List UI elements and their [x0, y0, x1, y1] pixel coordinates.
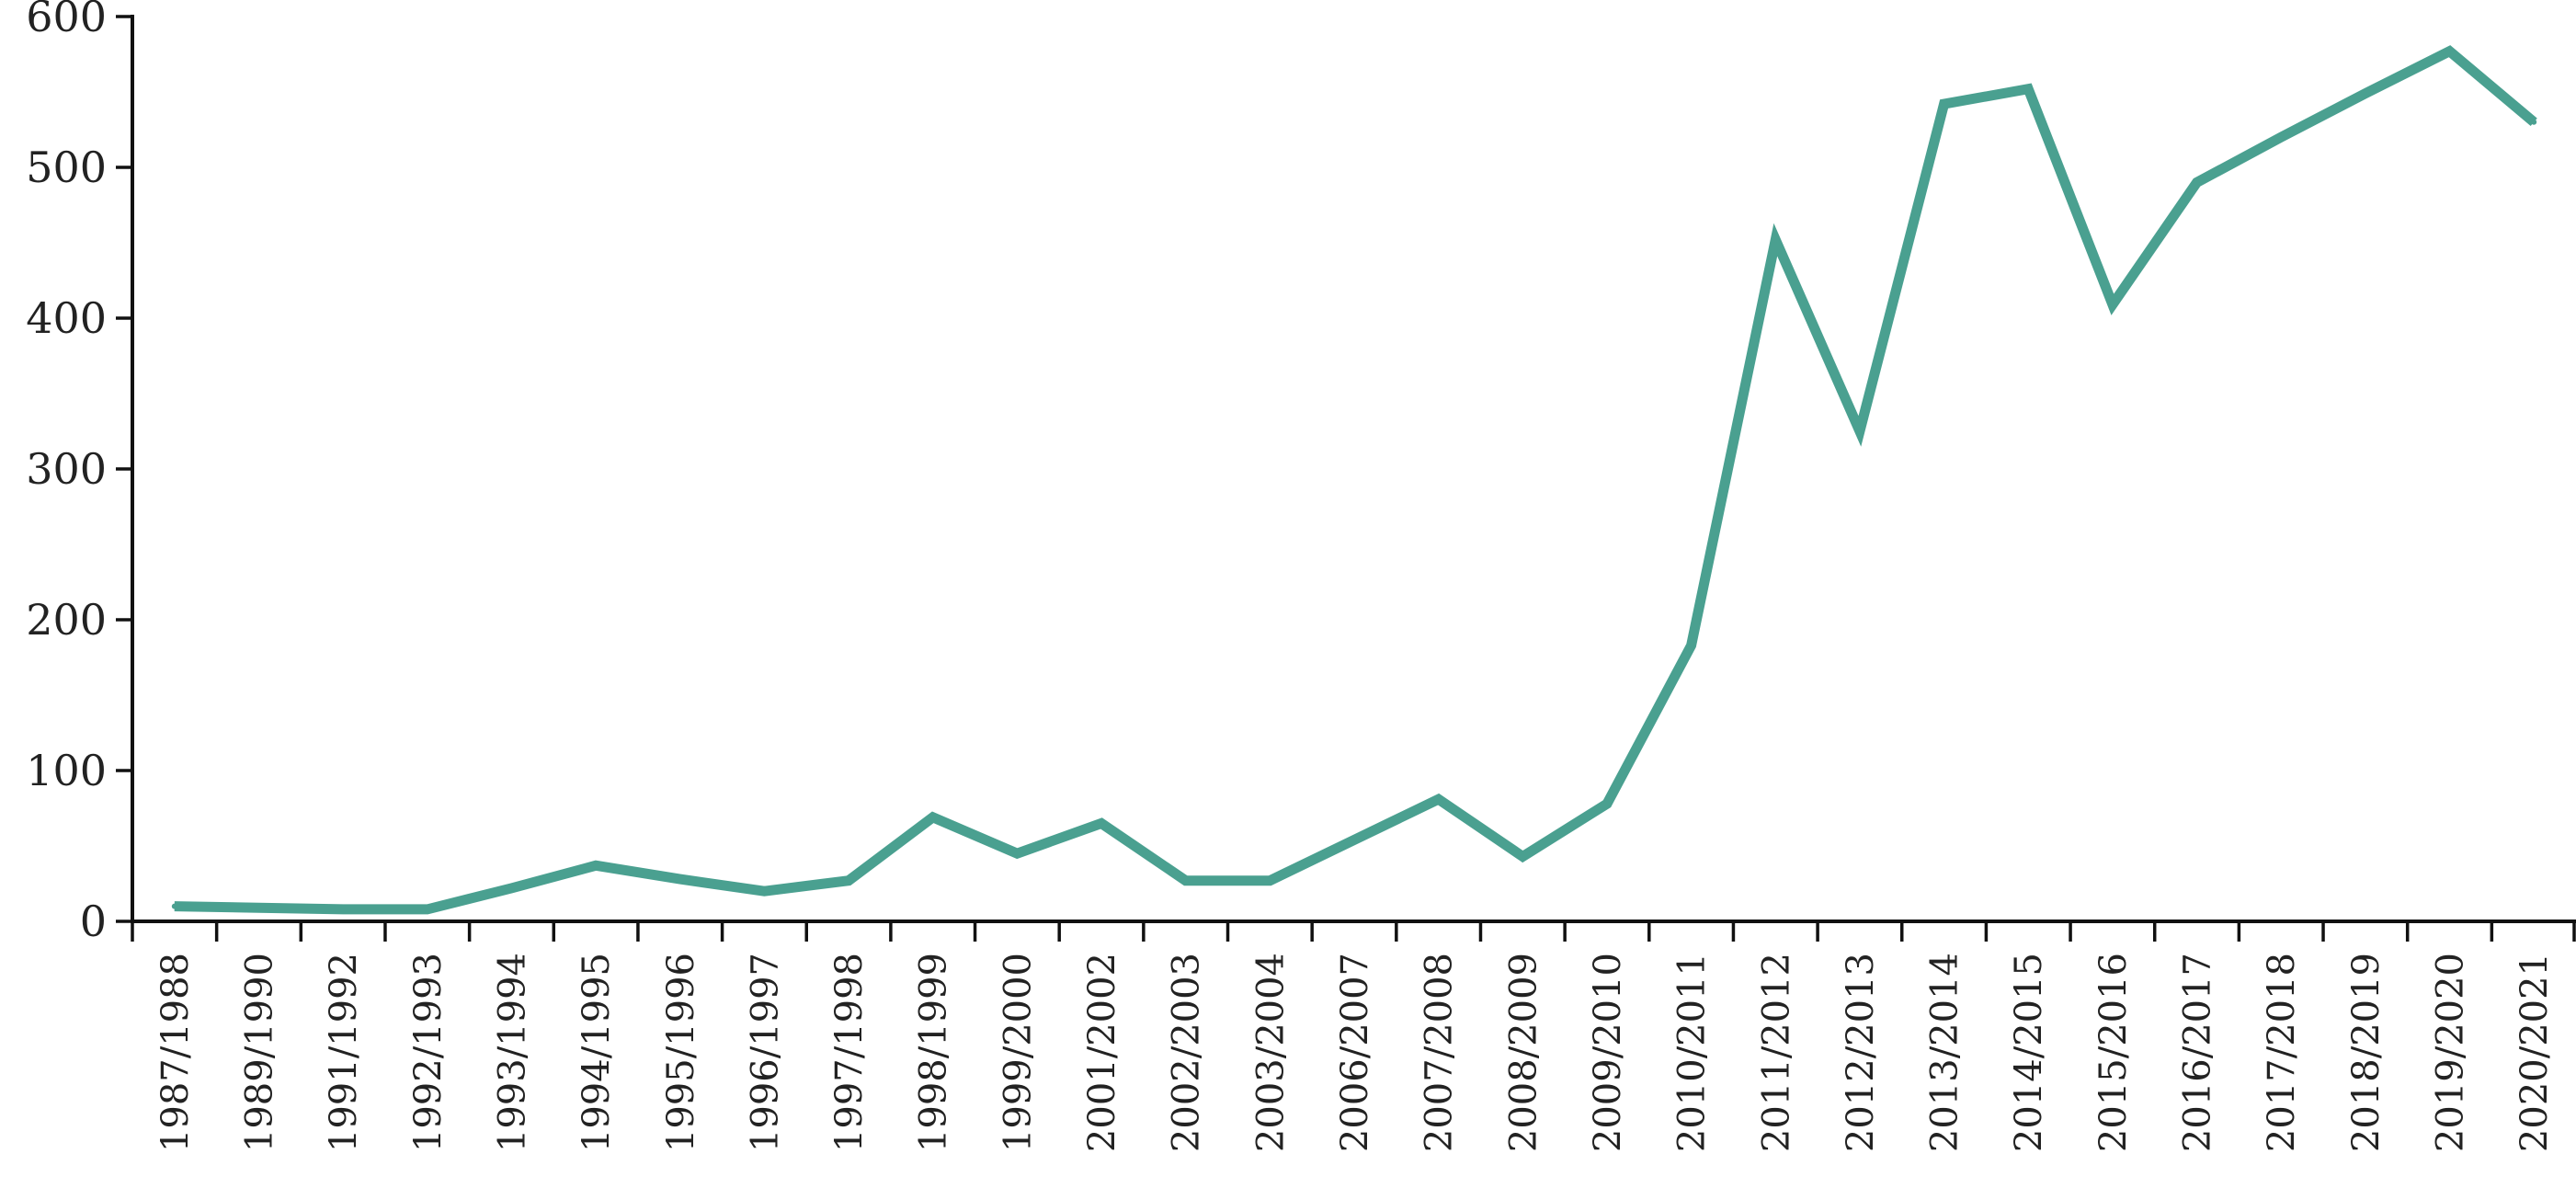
data-point [2025, 86, 2032, 92]
x-tick-label: 2009/2010 [1587, 953, 1629, 1152]
data-point [2194, 179, 2200, 186]
data-point [929, 814, 936, 820]
x-tick-label: 1999/2000 [997, 953, 1039, 1152]
x-tick-label: 1989/1990 [238, 953, 280, 1152]
x-tick-label: 2011/2012 [1755, 953, 1797, 1152]
x-tick-label: 2001/2002 [1081, 953, 1123, 1152]
x-tick-label: 2013/2014 [1924, 953, 1966, 1152]
y-tick-label: 400 [26, 293, 107, 343]
x-tick-label: 2017/2018 [2261, 953, 2303, 1152]
x-tick-label: 2002/2003 [1166, 953, 1208, 1152]
data-point [1520, 853, 1526, 860]
x-tick-label: 1993/1994 [491, 953, 533, 1152]
data-point [2278, 134, 2285, 141]
data-point [2531, 119, 2537, 125]
x-tick-label: 1994/1995 [576, 953, 618, 1152]
x-tick-label: 1996/1997 [744, 953, 786, 1152]
data-point [1435, 796, 1442, 803]
y-tick-label: 600 [26, 0, 107, 41]
y-axis: 0 100 200 300 400 500 600 [26, 0, 134, 946]
x-tick-label: 2007/2008 [1419, 953, 1461, 1152]
x-tick-label: 2003/2004 [1249, 953, 1292, 1152]
x-tick-label: 1995/1996 [660, 953, 702, 1152]
x-tick-label: 2012/2013 [1840, 953, 1882, 1152]
data-point [1267, 877, 1273, 884]
y-tick-label: 300 [26, 444, 107, 494]
y-tick-label: 500 [26, 143, 107, 192]
x-tick-label: 1997/1998 [828, 953, 871, 1152]
y-tick-label: 100 [26, 746, 107, 795]
y-tick-label: 200 [26, 595, 107, 645]
x-tick-label: 1992/1993 [407, 953, 450, 1152]
data-point [256, 905, 262, 911]
data-point [2362, 90, 2368, 97]
data-point [1688, 642, 1694, 648]
data-point [508, 885, 515, 891]
data-point [593, 862, 599, 869]
x-tick-label: 2006/2007 [1334, 953, 1376, 1152]
data-point [340, 906, 347, 912]
x-axis: 1987/1988 1989/1990 1991/1992 1992/1993 1993… [131, 920, 2576, 1152]
data-point [761, 888, 768, 895]
x-tick-label: 2010/2011 [1671, 953, 1714, 1152]
y-tick-label: 0 [80, 897, 107, 946]
data-point [677, 876, 683, 883]
x-tick-label: 1987/1988 [154, 953, 197, 1152]
x-tick-label: 2014/2015 [2008, 953, 2050, 1152]
x-tick-label: 2020/2021 [2513, 953, 2556, 1152]
data-point [1603, 801, 1610, 807]
data-point [2446, 48, 2453, 54]
data-point [1099, 820, 1105, 827]
x-tick-label: 2016/2017 [2177, 953, 2219, 1152]
x-tick-label: 1991/1992 [323, 953, 365, 1152]
data-point [424, 906, 430, 912]
data-point [1941, 101, 1947, 108]
series-line [174, 45, 2537, 915]
data-point [1014, 851, 1020, 857]
data-point [1856, 428, 1863, 434]
x-tick-label: 2018/2019 [2345, 953, 2388, 1152]
data-point [846, 877, 852, 884]
x-tick-label: 2015/2016 [2092, 953, 2135, 1152]
data-point [1351, 837, 1357, 843]
data-point [1182, 877, 1189, 884]
data-point [1772, 236, 1779, 243]
x-tick-label: 2019/2020 [2430, 953, 2472, 1152]
data-point [171, 903, 177, 909]
x-tick-label: 2008/2009 [1502, 953, 1544, 1152]
series-group [171, 45, 2537, 915]
x-tick-label: 1998/1999 [913, 953, 955, 1152]
data-point [2109, 302, 2115, 308]
